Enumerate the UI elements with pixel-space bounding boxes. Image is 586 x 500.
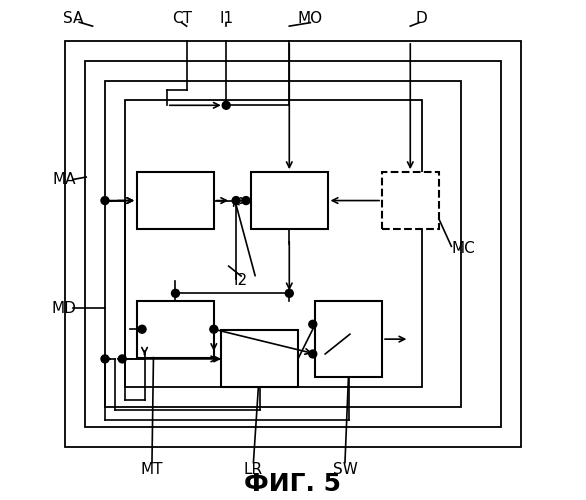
Text: I2: I2 bbox=[234, 274, 248, 288]
Text: CT: CT bbox=[172, 11, 192, 26]
Bar bbox=[125, 100, 422, 388]
Circle shape bbox=[309, 320, 317, 328]
Text: SW: SW bbox=[332, 462, 357, 476]
Circle shape bbox=[172, 290, 179, 298]
Circle shape bbox=[285, 290, 293, 298]
Circle shape bbox=[101, 355, 109, 363]
Bar bbox=[137, 301, 214, 358]
Circle shape bbox=[210, 326, 218, 333]
Text: D: D bbox=[416, 11, 428, 26]
Text: LR: LR bbox=[244, 462, 263, 476]
Text: MT: MT bbox=[141, 462, 163, 476]
Text: ФИГ. 5: ФИГ. 5 bbox=[244, 472, 342, 496]
Circle shape bbox=[138, 326, 146, 333]
Circle shape bbox=[101, 196, 109, 204]
Text: I1: I1 bbox=[219, 11, 233, 26]
Circle shape bbox=[309, 350, 317, 358]
Circle shape bbox=[232, 196, 240, 204]
Bar bbox=[105, 80, 461, 407]
Text: SA: SA bbox=[63, 11, 83, 26]
Circle shape bbox=[242, 196, 250, 204]
Bar bbox=[137, 172, 214, 229]
Circle shape bbox=[222, 102, 230, 110]
Text: MD: MD bbox=[52, 300, 77, 316]
Bar bbox=[251, 172, 328, 229]
Bar bbox=[315, 301, 382, 378]
Bar bbox=[382, 172, 439, 229]
Bar bbox=[85, 61, 501, 427]
Bar bbox=[222, 330, 298, 388]
Text: MO: MO bbox=[298, 11, 323, 26]
Circle shape bbox=[118, 355, 126, 363]
Text: MC: MC bbox=[452, 242, 476, 256]
Bar bbox=[66, 41, 520, 447]
Text: MA: MA bbox=[53, 172, 76, 187]
